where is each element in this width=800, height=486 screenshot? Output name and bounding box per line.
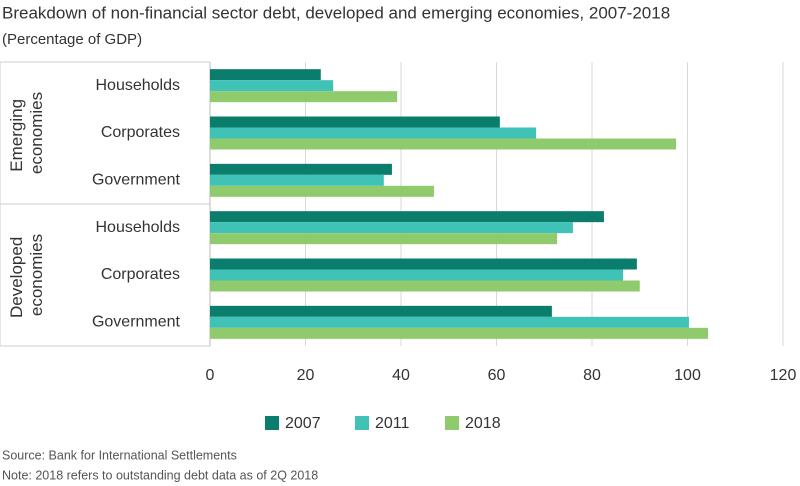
y-tick-label: Government [92, 314, 181, 331]
bar [210, 174, 384, 186]
y-tick-label: Corporates [101, 124, 180, 141]
bar [210, 80, 334, 92]
group-label: Emerging economies [7, 92, 46, 174]
bar [210, 316, 689, 328]
legend-label: 2007 [285, 415, 321, 432]
legend-swatch [445, 416, 459, 430]
bar [210, 69, 321, 81]
bar [210, 116, 500, 128]
legend-label: 2018 [465, 415, 501, 432]
bar [210, 222, 573, 234]
x-tick-label: 80 [583, 367, 601, 384]
x-tick-label: 20 [297, 367, 315, 384]
bar [210, 211, 604, 223]
bar [210, 269, 624, 281]
bar [210, 280, 640, 292]
x-tick-label: 40 [392, 367, 410, 384]
x-tick-label: 100 [674, 367, 701, 384]
x-tick-label: 60 [488, 367, 506, 384]
x-tick-label: 120 [770, 367, 797, 384]
bar [210, 327, 709, 339]
y-tick-label: Households [96, 77, 181, 94]
source: Source: Bank for International Settlemen… [2, 448, 237, 462]
bar [210, 138, 677, 150]
group-label-line: Developed [7, 232, 26, 318]
chart-subtitle: (Percentage of GDP) [2, 31, 142, 48]
bar [210, 127, 537, 139]
bar [210, 233, 558, 245]
legend-swatch [355, 416, 369, 430]
bar [210, 185, 434, 197]
x-tick-label: 0 [206, 367, 215, 384]
y-tick-label: Corporates [101, 266, 180, 283]
group-label-line: Emerging [7, 94, 26, 171]
legend-label: 2011 [375, 415, 410, 432]
group-label: Developed economies [7, 232, 46, 318]
bar [210, 305, 552, 317]
legend-swatch [265, 416, 279, 430]
bar [210, 91, 398, 103]
chart-title: Breakdown of non-financial sector debt, … [2, 3, 670, 22]
note: Note: 2018 refers to outstanding debt da… [2, 468, 318, 482]
bar [210, 258, 637, 270]
group-label-line: economies [27, 92, 46, 174]
y-tick-label: Government [92, 172, 181, 189]
group-label-line: economies [27, 234, 46, 316]
bar [210, 163, 392, 175]
y-tick-label: Households [96, 219, 181, 236]
